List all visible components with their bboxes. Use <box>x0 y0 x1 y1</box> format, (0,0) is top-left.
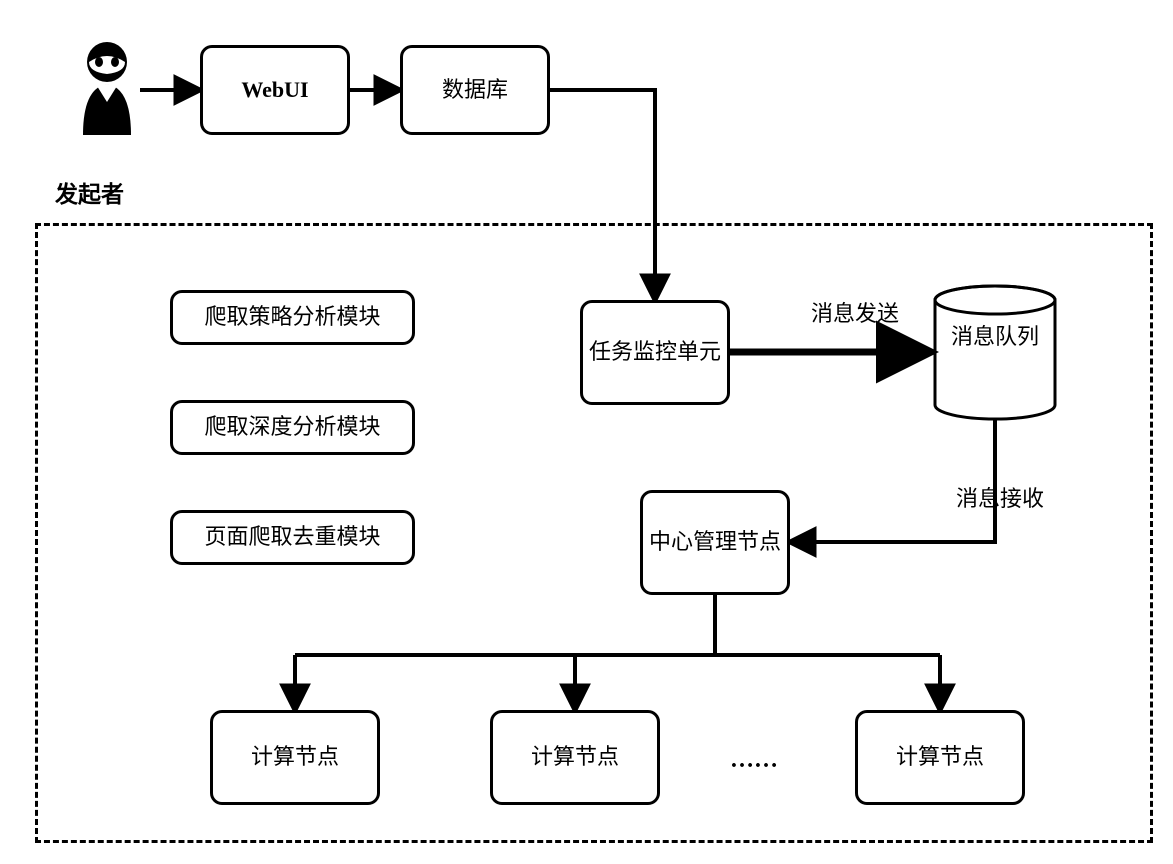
initiator-label: 发起者 <box>55 180 124 210</box>
strategy-module-node: 爬取策略分析模块 <box>170 290 415 345</box>
depth-label: 爬取深度分析模块 <box>204 413 380 442</box>
recv-label: 消息接收 <box>950 485 1050 514</box>
compute2-label: 计算节点 <box>531 743 619 772</box>
webui-label: WebUI <box>241 76 308 105</box>
strategy-label: 爬取策略分析模块 <box>204 303 380 332</box>
ellipsis-label: …… <box>730 745 778 776</box>
depth-module-node: 爬取深度分析模块 <box>170 400 415 455</box>
initiator-icon <box>83 42 131 135</box>
dedup-module-node: 页面爬取去重模块 <box>170 510 415 565</box>
compute1-label: 计算节点 <box>251 743 339 772</box>
compute-node-3: 计算节点 <box>855 710 1025 805</box>
database-node: 数据库 <box>400 45 550 135</box>
compute3-label: 计算节点 <box>896 743 984 772</box>
center-mgmt-node: 中心管理节点 <box>640 490 790 595</box>
compute-node-1: 计算节点 <box>210 710 380 805</box>
task-monitor-node: 任务监控单元 <box>580 300 730 405</box>
webui-node: WebUI <box>200 45 350 135</box>
monitor-label: 任务监控单元 <box>589 338 721 367</box>
msgqueue-label: 消息队列 <box>950 323 1040 352</box>
center-label: 中心管理节点 <box>649 528 781 557</box>
message-queue-cylinder <box>935 286 1055 419</box>
send-label: 消息发送 <box>805 300 905 329</box>
diagram-canvas: WebUI 数据库 发起者 爬取策略分析模块 爬取深度分析模块 页面爬取去重模块… <box>0 0 1173 864</box>
database-label: 数据库 <box>442 76 508 105</box>
compute-node-2: 计算节点 <box>490 710 660 805</box>
dedup-label: 页面爬取去重模块 <box>204 523 380 552</box>
